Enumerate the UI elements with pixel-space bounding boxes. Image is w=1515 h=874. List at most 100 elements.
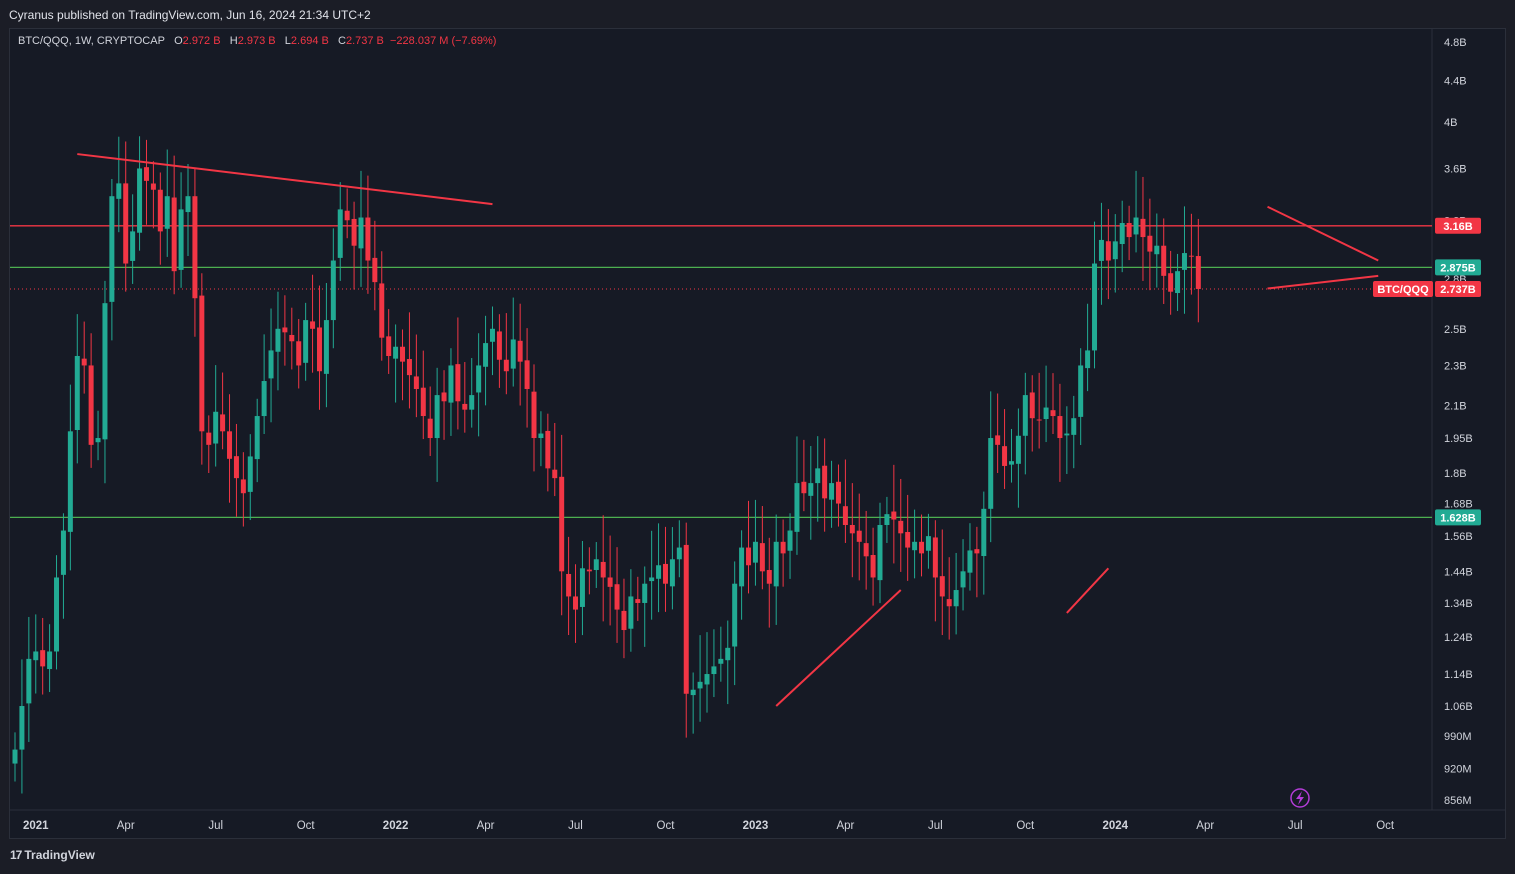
candle-body xyxy=(213,411,219,444)
candle-body xyxy=(600,561,606,578)
candle-body xyxy=(1029,392,1035,419)
time-tick-label: 2022 xyxy=(383,820,409,832)
price-tick-label: 4.4B xyxy=(1444,75,1467,87)
candle-body xyxy=(116,183,122,199)
candle-body xyxy=(19,706,25,750)
candle-body xyxy=(697,681,703,689)
candle-body xyxy=(545,430,551,469)
candle-body xyxy=(344,210,350,221)
candle-body xyxy=(815,468,821,484)
candle-body xyxy=(247,456,253,492)
candle-body xyxy=(780,541,786,554)
candle-body xyxy=(1181,253,1187,270)
lightning-icon[interactable] xyxy=(1290,788,1310,808)
candle-body xyxy=(47,651,53,670)
candle-body xyxy=(33,651,39,661)
time-tick-label: Oct xyxy=(297,820,316,832)
candle-body xyxy=(718,658,724,664)
candle-body xyxy=(967,550,973,573)
price-tick-label: 1.14B xyxy=(1444,669,1473,681)
price-tick-label: 3.6B xyxy=(1444,163,1467,175)
symbol-legend: BTC/QQQ, 1W, CRYPTOCAP O2.972 B H2.973 B… xyxy=(18,35,496,47)
candle-body xyxy=(842,506,848,526)
candle-body xyxy=(1064,433,1070,436)
trendline[interactable] xyxy=(1267,274,1379,290)
low-value: 2.694 B xyxy=(290,35,329,47)
candle-body xyxy=(81,358,87,366)
trendline[interactable] xyxy=(1267,205,1379,262)
candle-body xyxy=(337,209,343,258)
candle-body xyxy=(1126,223,1132,238)
last-price-tag-text: 2.737B xyxy=(1440,284,1476,296)
candle-body xyxy=(185,196,191,213)
candle-body xyxy=(517,340,523,362)
candle-body xyxy=(379,283,385,338)
price-tick-label: 1.8B xyxy=(1444,468,1467,480)
candle-body xyxy=(960,571,966,588)
candle-body xyxy=(531,391,537,439)
low-label: L xyxy=(284,35,291,47)
candle-body xyxy=(40,650,46,667)
candle-body xyxy=(1092,263,1098,351)
high-label: H xyxy=(229,35,238,47)
candle-body xyxy=(690,689,696,696)
candle-body xyxy=(455,364,461,402)
price-tick-label: 1.68B xyxy=(1444,499,1473,511)
time-tick-label: Apr xyxy=(1196,820,1214,832)
candle-body xyxy=(220,414,226,432)
candle-body xyxy=(1105,241,1111,261)
price-tick-label: 2.3B xyxy=(1444,360,1467,372)
candle-body xyxy=(1175,271,1181,294)
candle-body xyxy=(711,666,717,675)
candle-body xyxy=(656,565,662,579)
candle-body xyxy=(95,438,101,443)
candle-body xyxy=(1050,410,1056,417)
close-value: 2.737 B xyxy=(345,35,384,47)
candle-body xyxy=(282,327,288,333)
trendline[interactable] xyxy=(77,153,493,206)
candle-body xyxy=(137,168,143,233)
candle-body xyxy=(441,392,447,402)
candle-body xyxy=(856,530,862,542)
symbol-name[interactable]: BTC/QQQ, 1W, CRYPTOCAP xyxy=(18,35,165,47)
trendline[interactable] xyxy=(775,589,902,707)
candle-body xyxy=(393,346,399,359)
candle-body xyxy=(794,483,800,532)
candle-body xyxy=(642,583,648,603)
price-tick-label: 990M xyxy=(1444,731,1472,743)
price-tick-label: 1.95B xyxy=(1444,433,1473,445)
candle-body xyxy=(1015,435,1021,464)
time-tick-label: Oct xyxy=(657,820,676,832)
time-tick-label: Apr xyxy=(117,820,135,832)
candle-body xyxy=(130,231,136,261)
candle-body xyxy=(1195,256,1201,289)
candle-body xyxy=(919,541,925,554)
candle-body xyxy=(123,183,129,264)
candle-body xyxy=(164,196,170,229)
candle-body xyxy=(1002,446,1008,466)
time-tick-label: Apr xyxy=(836,820,854,832)
brand-name: TradingView xyxy=(24,848,95,862)
trendline[interactable] xyxy=(1066,567,1110,614)
candle-body xyxy=(171,197,177,272)
candle-body xyxy=(60,530,66,575)
candle-body xyxy=(510,339,516,369)
price-tick-label: 2.1B xyxy=(1444,400,1467,412)
level-tag xyxy=(1435,509,1481,526)
candle-body xyxy=(746,547,752,566)
candle-body xyxy=(974,549,980,554)
candle-body xyxy=(434,395,440,439)
tradingview-logo[interactable]: 17 TradingView xyxy=(10,848,95,862)
price-tick-label: 2.5B xyxy=(1444,324,1467,336)
candle-body xyxy=(995,435,1001,445)
candle-body xyxy=(822,465,828,499)
candle-body xyxy=(925,536,931,551)
candle-body xyxy=(946,599,952,607)
time-tick-label: 2021 xyxy=(23,820,49,832)
candle-body xyxy=(552,469,558,479)
candle-body xyxy=(268,350,274,379)
candle-body xyxy=(496,331,502,360)
candle-body xyxy=(1154,245,1160,255)
candle-body xyxy=(240,479,246,494)
